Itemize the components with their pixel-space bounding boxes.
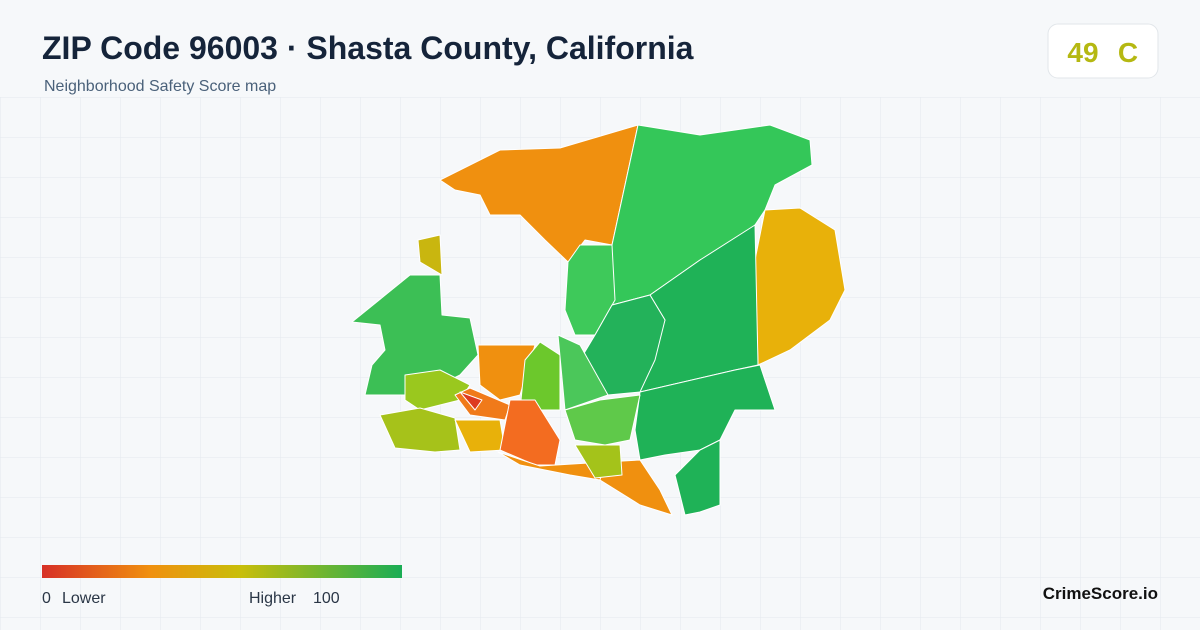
legend-max-label: Higher bbox=[249, 590, 297, 607]
zip-map bbox=[351, 124, 846, 516]
region bbox=[477, 344, 536, 401]
region bbox=[564, 244, 616, 336]
region bbox=[674, 439, 721, 516]
score-grade: C bbox=[1118, 37, 1138, 68]
legend-max: 100 bbox=[313, 590, 340, 607]
subtitle: Neighborhood Safety Score map bbox=[44, 78, 276, 95]
region bbox=[564, 394, 641, 446]
region bbox=[574, 444, 623, 479]
region bbox=[417, 234, 443, 276]
score-value: 49 bbox=[1067, 37, 1098, 68]
region bbox=[499, 399, 561, 466]
legend-gradient bbox=[42, 565, 402, 578]
score-badge bbox=[1047, 23, 1159, 79]
legend-min: 0 bbox=[42, 590, 51, 607]
region bbox=[379, 407, 461, 453]
header-background bbox=[0, 0, 1200, 97]
brand: CrimeScore.io bbox=[1043, 584, 1158, 603]
region bbox=[459, 391, 483, 411]
title: ZIP Code 96003 · Shasta County, Californ… bbox=[42, 30, 694, 66]
region bbox=[557, 334, 609, 411]
legend-min-label: Lower bbox=[62, 590, 106, 607]
